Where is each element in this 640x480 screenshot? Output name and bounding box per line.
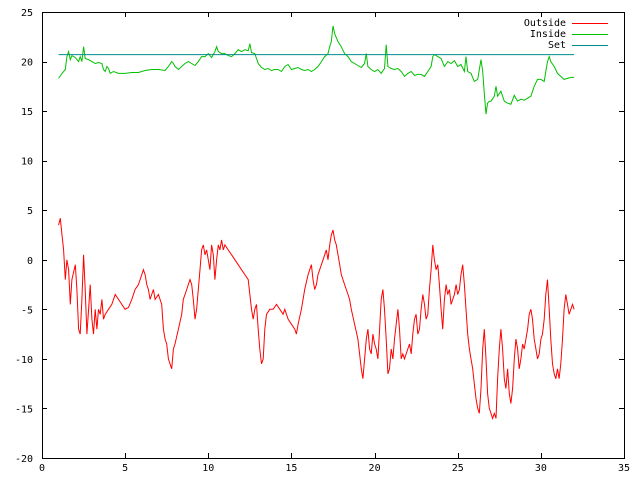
x-tick-label: 35 [618, 463, 630, 474]
y-tick-label: 10 [21, 157, 33, 168]
legend-label-outside: Outside [524, 18, 566, 29]
y-tick-label: 25 [21, 8, 33, 19]
legend-label-inside: Inside [530, 29, 566, 40]
x-tick-label: 10 [202, 463, 214, 474]
x-tick-label: 30 [535, 463, 547, 474]
y-tick-label: -10 [15, 355, 33, 366]
y-tick-label: 5 [27, 206, 33, 217]
x-tick-label: 20 [369, 463, 381, 474]
x-tick-label: 15 [285, 463, 297, 474]
y-tick-label: 0 [27, 256, 33, 267]
x-tick-label: 25 [452, 463, 464, 474]
y-tick-label: 15 [21, 107, 33, 118]
y-tick-label: 20 [21, 58, 33, 69]
x-tick-label: 5 [122, 463, 128, 474]
tick-labels: 0 5 10 15 20 25 30 35 -20 -15 -10 -5 0 5 10 15 20 25 [15, 8, 630, 474]
series-layer [58, 25, 575, 420]
legend-label-set: Set [548, 40, 566, 51]
plot-area-frame [42, 12, 625, 459]
series-line-outside [58, 218, 575, 420]
x-tick-label: 0 [39, 463, 45, 474]
axis-ticks [42, 12, 625, 459]
y-tick-label: -20 [15, 454, 33, 465]
y-tick-label: -15 [15, 404, 33, 415]
series-line-inside [58, 25, 575, 115]
y-tick-label: -5 [21, 305, 33, 316]
